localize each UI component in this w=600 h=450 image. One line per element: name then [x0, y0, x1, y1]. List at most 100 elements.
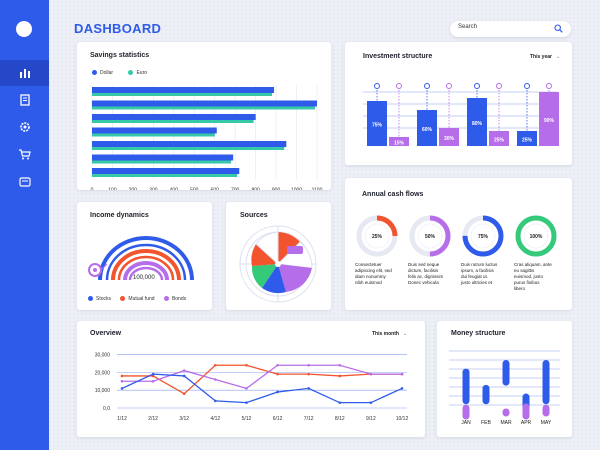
savings-card: Savings statistics Dollar Euro 0 100 200 30… [77, 42, 331, 190]
donut-description-line: dictum, facilisis [408, 268, 439, 273]
series-point [182, 392, 186, 396]
y-tick-label: 0,0 [103, 406, 110, 412]
investment-title: Investment structure [363, 53, 433, 60]
donut-description-line: dui feugiat ut. [461, 274, 489, 279]
bar-dollar [92, 168, 240, 174]
bar-euro [92, 160, 232, 164]
x-tick-label: FEB [481, 420, 491, 426]
sidebar-item-settings[interactable] [0, 114, 49, 140]
overview-period-label: This month [372, 331, 399, 337]
search-icon[interactable] [554, 24, 563, 33]
bar-label: 25% [522, 138, 533, 144]
bar-label: 80% [472, 121, 483, 127]
logo [16, 21, 32, 37]
bar-blue [367, 101, 387, 146]
pin-marker [374, 83, 380, 89]
x-tick-label: 1/12 [117, 416, 127, 422]
y-tick-label: 30,000 [95, 353, 111, 359]
sidebar-item-cart[interactable] [0, 141, 49, 167]
bar-blue [417, 110, 437, 146]
x-tick-label: 9/12 [366, 416, 376, 422]
x-tick-label: JAN [461, 420, 471, 426]
investment-period-dropdown[interactable]: This year ⌄ [530, 54, 560, 60]
search-bar[interactable]: Search [450, 21, 571, 37]
series-line-purple [122, 364, 402, 390]
cashflow-title: Annual cash flows [362, 191, 424, 198]
income-gauge [88, 236, 194, 281]
series-line-blue [121, 373, 403, 404]
donut-description-line: justo ultricies et [461, 280, 493, 285]
donut-description-line: felis ac, dignissim [408, 274, 444, 279]
sidebar-item-dashboard[interactable] [0, 60, 49, 86]
series-point [120, 379, 124, 383]
donut-percent: 25% [372, 234, 383, 240]
series-point [214, 363, 217, 367]
overview-card: Overview This month ⌄ 0,0 10,000 20,000 30,0… [77, 321, 425, 437]
donut-description-line: Cras aliquam, ante [514, 262, 552, 267]
donut-description-line: ipsum, a facilisis [461, 268, 494, 273]
series-point [307, 372, 310, 376]
chevron-down-icon: ⌄ [402, 331, 408, 337]
sidebar-item-wallet[interactable] [0, 168, 49, 194]
bar-purple [539, 92, 559, 146]
donut-inner [470, 223, 496, 249]
donut-progress [409, 215, 451, 257]
overview-chart: 0,0 10,000 20,000 30,000 1/12 2/12 3/12 4/12 5/1… [95, 353, 409, 422]
pin-marker [496, 83, 502, 89]
sidebar-item-documents[interactable] [0, 87, 49, 113]
x-tick-label: 200 [129, 188, 138, 191]
page-title: DASHBOARD [74, 21, 162, 36]
x-tick-label: MAY [541, 420, 552, 426]
income-title: Income dynamics [90, 212, 149, 219]
x-tick-label: 1100 [312, 188, 323, 191]
series-point [400, 387, 404, 390]
overview-title: Overview [90, 330, 122, 337]
donut-inner [523, 223, 549, 249]
bar-blue [467, 98, 487, 146]
donut-description-line: Donec vehicula [408, 280, 439, 285]
legend-euro: Euro [136, 70, 148, 76]
gear-icon [19, 122, 30, 132]
donut-description: Cras aliquam, ante eu sagittis euismod, ju… [514, 262, 558, 292]
investment-card: Investment structure This year ⌄ 75% 15% 60… [345, 42, 572, 165]
donut-percent: 100% [530, 234, 543, 240]
x-tick-label: APR [521, 420, 532, 426]
bar-chart-icon [19, 69, 30, 78]
x-tick-label: 4/12 [210, 416, 220, 422]
savings-legend: Dollar Euro [92, 70, 147, 76]
search-input[interactable]: Search [458, 24, 478, 30]
bar-dollar [92, 141, 287, 147]
wallet-icon [18, 176, 31, 187]
series-point [120, 387, 124, 390]
income-card: Income dynamics 100,000 Stocks Mutual fu… [77, 202, 212, 310]
bar-dollar [92, 154, 234, 161]
series-point [245, 387, 248, 390]
chevron-down-icon: ⌄ [555, 54, 561, 60]
x-tick-label: 100 [108, 188, 117, 191]
donut-percent: 75% [478, 234, 489, 240]
x-tick-label: 600 [211, 188, 220, 191]
donut-description: Duis rutrum luctus ipsum, a facilisis dui … [461, 262, 505, 286]
series-point [338, 401, 342, 404]
sources-pie-chart [239, 225, 317, 303]
series-point [120, 374, 124, 378]
money-title: Money structure [451, 330, 506, 337]
donut-percent: 50% [425, 234, 436, 240]
series-point [276, 390, 279, 394]
donut-inner [417, 223, 443, 249]
investment-period-label: This year [530, 54, 552, 60]
legend-stocks: Stocks [96, 296, 112, 302]
donut-description-line: purus finibus [514, 280, 540, 285]
donut-description-line: eu sagittis [514, 268, 535, 273]
pin-marker [474, 83, 480, 89]
cart-icon [19, 148, 31, 159]
donut-progress [515, 215, 557, 257]
cashflow-card: Annual cash flows 25% 50% 75% 100% Consecte… [345, 178, 572, 310]
series-point [151, 372, 155, 376]
donut-progress [356, 215, 398, 257]
overview-period-dropdown[interactable]: This month ⌄ [372, 331, 407, 337]
bar-blue [517, 131, 537, 146]
income-value: 100,000 [133, 275, 155, 281]
bar-euro [92, 133, 215, 137]
pin-marker [546, 83, 552, 89]
